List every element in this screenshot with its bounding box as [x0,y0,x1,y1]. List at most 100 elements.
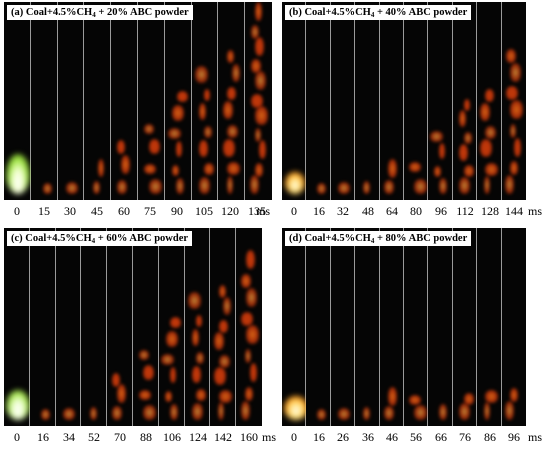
flame-blob [254,128,261,143]
flame-blob [116,180,127,194]
time-label: 0 [291,204,297,218]
video-frame [236,228,262,426]
flame-blob [223,297,232,315]
flame-blob [241,311,254,326]
flame-blob [484,162,498,176]
video-frame [306,2,331,200]
flame-blob [484,176,491,194]
time-label: 142 [214,430,232,444]
flame-blob [388,159,398,178]
video-frame [57,2,85,200]
ignition-glow [285,172,305,194]
panel-b: (b) Coal+4.5%CH4 + 40% ABC powder 0 16 3… [282,2,546,224]
flame-blob [112,372,121,387]
flame-blob [169,367,176,384]
flame-blob [484,126,496,139]
flame-blob [199,177,211,194]
flame-blob [509,388,518,402]
time-label: 15 [38,204,50,218]
time-unit: ms [262,430,277,444]
flame-blob [362,407,370,420]
flame-blob [434,165,442,177]
time-label: 112 [456,204,474,218]
ignition-glow [6,154,30,194]
time-label: 70 [114,430,126,444]
flame-blob [459,143,469,161]
video-frame [210,228,237,426]
flame-blob [383,180,394,194]
flame-blob [250,59,261,74]
flame-blob [222,138,235,157]
flame-blob [505,401,515,420]
flame-blob [463,98,470,111]
flame-blob [218,402,225,420]
frame-strip [4,228,262,426]
flame-blob [97,159,104,177]
flame-blob [226,176,233,194]
flame-blob [409,395,422,405]
panel-label: (a) Coal+4.5%CH4 + 20% ABC powder [7,5,193,20]
time-label: 86 [484,430,496,444]
flame-blob [218,354,230,368]
flame-blob [413,405,427,420]
video-frame [282,228,308,426]
flame-blob [245,387,254,402]
frame-strip [4,2,272,200]
flame-blob [337,408,350,420]
flame-blob [317,183,327,194]
video-frame [404,2,429,200]
flame-blob [196,389,207,402]
flame-blob [144,124,155,134]
flame-blob [255,71,267,91]
video-frame [355,228,380,426]
flame-blob [255,36,265,56]
flame-blob [196,315,203,328]
flame-blob [463,393,474,405]
time-label: 160 [240,430,258,444]
flame-blob [250,175,260,194]
flame-blob [89,407,97,420]
frame-strip [282,228,526,426]
flame-blob [438,404,447,420]
flame-blob [144,164,157,174]
flame-blob [227,124,239,138]
flame-blob [438,178,447,194]
frame-strip [282,2,526,200]
flame-blob [484,390,498,403]
time-label: 120 [221,204,239,218]
time-label: 75 [144,204,156,218]
flame-blob [317,409,327,420]
time-label: 0 [14,430,20,444]
time-label: 88 [140,430,152,444]
flame-blob [459,177,471,194]
panel-label: (d) Coal+4.5%CH4 + 80% ABC powder [285,231,472,246]
flame-blob [245,249,255,269]
video-frame [452,2,478,200]
time-label: 56 [410,430,422,444]
time-label: 0 [14,204,20,218]
video-frame [501,2,526,200]
video-frame [330,228,356,426]
flame-blob [388,387,398,406]
flame-blob [227,87,237,101]
time-label: 106 [163,430,181,444]
video-frame [477,2,502,200]
video-frame [218,2,246,200]
flame-blob [459,403,471,420]
video-frame [184,228,211,426]
video-frame [501,228,526,426]
flame-blob [231,63,240,82]
video-frame [84,2,112,200]
flame-blob [249,363,257,383]
flame-blob [245,349,252,364]
flame-blob [505,175,515,194]
flame-blob [63,408,76,420]
flame-blob [176,178,185,194]
time-unit: ms [528,430,543,444]
time-label: 16 [313,204,325,218]
flame-blob [138,350,149,360]
flame-blob [116,140,125,154]
flame-blob [170,317,182,329]
video-frame [428,228,453,426]
flame-blob [195,65,209,83]
